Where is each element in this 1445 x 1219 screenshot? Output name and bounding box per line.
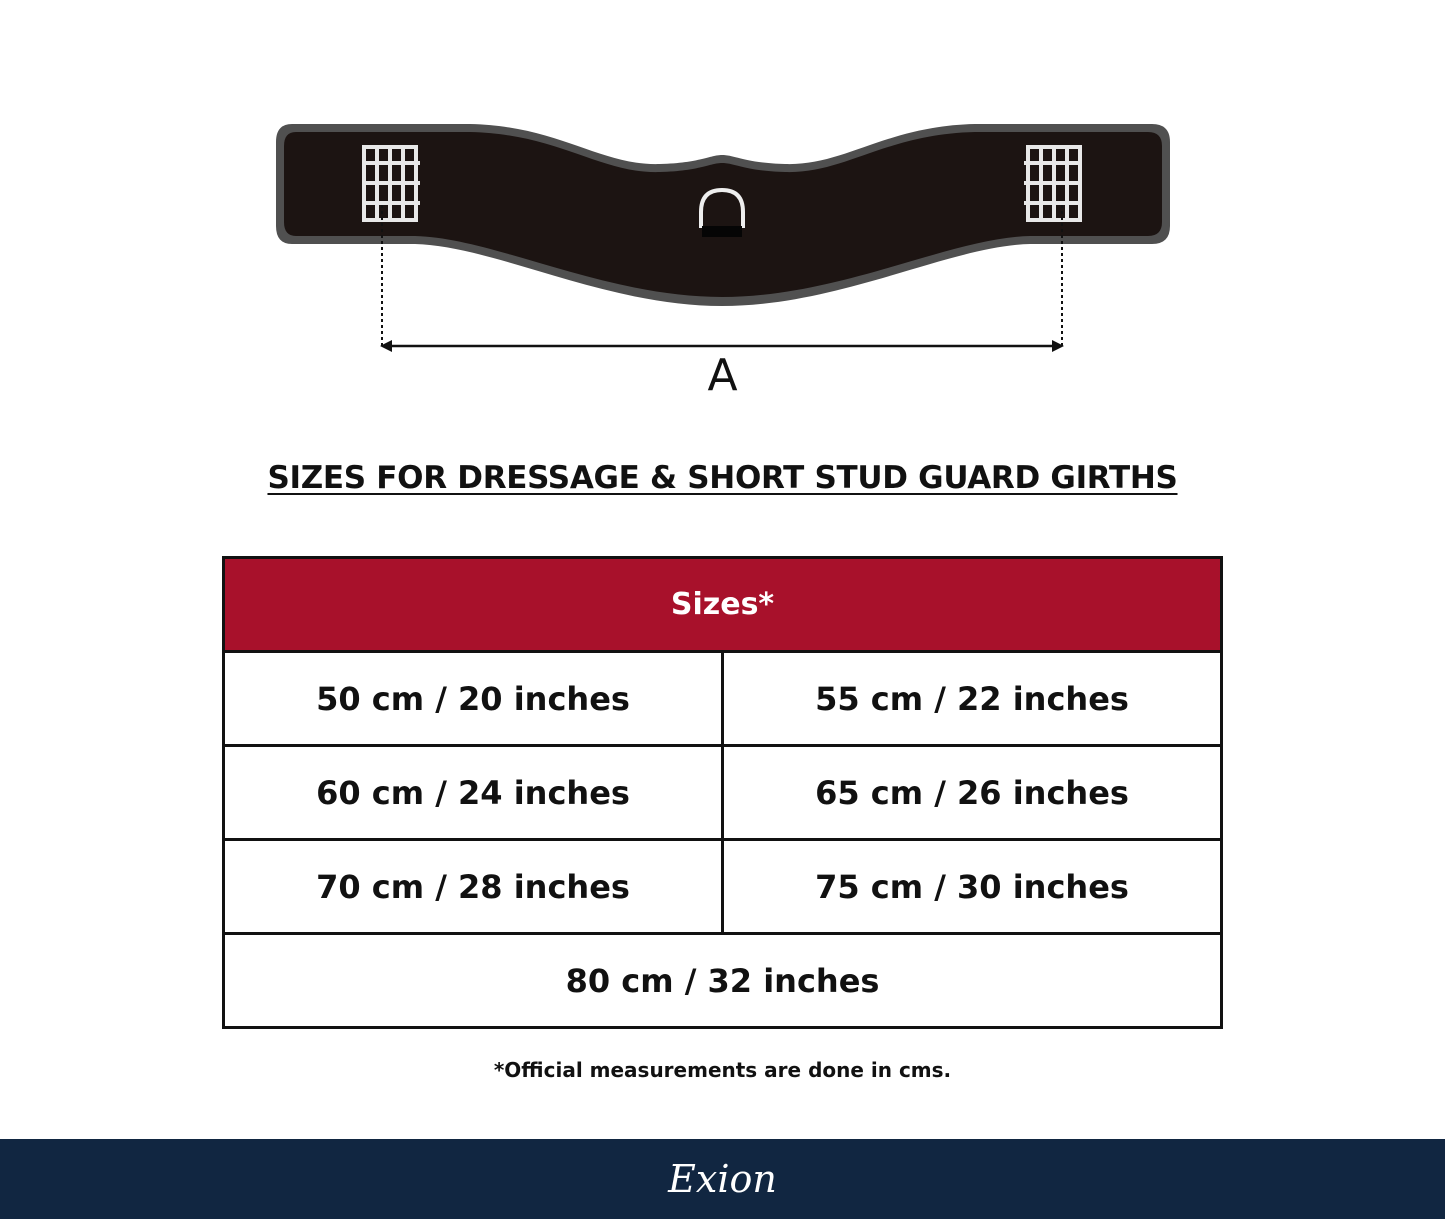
size-cell: 50 cm / 20 inches [222, 650, 724, 747]
size-cell: 70 cm / 28 inches [222, 838, 724, 935]
table-header: Sizes* [222, 556, 1223, 653]
size-cell: 75 cm / 30 inches [721, 838, 1223, 935]
brand-logo: Exion [668, 1157, 777, 1201]
table-row: 70 cm / 28 inches 75 cm / 30 inches [222, 838, 1223, 935]
table-row: 50 cm / 20 inches 55 cm / 22 inches [222, 650, 1223, 747]
girth-illustration [276, 124, 1170, 352]
size-cell: 55 cm / 22 inches [721, 650, 1223, 747]
size-table: Sizes* 50 cm / 20 inches 55 cm / 22 inch… [222, 556, 1223, 1029]
page-title: SIZES FOR DRESSAGE & SHORT STUD GUARD GI… [267, 460, 1178, 496]
footer: Exion [0, 1139, 1445, 1219]
table-row: 60 cm / 24 inches 65 cm / 26 inches [222, 744, 1223, 841]
measure-label: A [707, 350, 738, 401]
footnote: *Official measurements are done in cms. [493, 1058, 952, 1082]
buckle-left [362, 145, 420, 222]
buckle-right [1024, 145, 1082, 222]
size-cell: 80 cm / 32 inches [222, 932, 1223, 1029]
size-cell: 65 cm / 26 inches [721, 744, 1223, 841]
size-cell: 60 cm / 24 inches [222, 744, 724, 841]
measurement-arrow [380, 205, 1064, 352]
table-row: 80 cm / 32 inches [222, 932, 1223, 1029]
d-ring [699, 187, 745, 228]
